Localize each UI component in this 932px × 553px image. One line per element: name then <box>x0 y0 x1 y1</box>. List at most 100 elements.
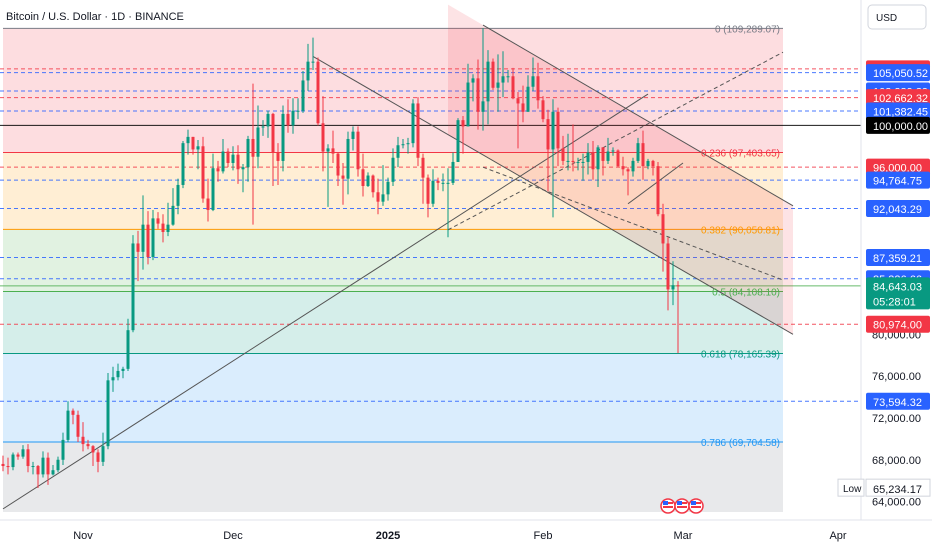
candle[interactable] <box>606 137 610 165</box>
candle[interactable] <box>101 432 105 467</box>
candle[interactable] <box>596 145 600 188</box>
candle[interactable] <box>246 135 250 182</box>
candle[interactable] <box>96 449 100 473</box>
candle[interactable] <box>676 281 680 354</box>
candle[interactable] <box>301 71 305 113</box>
candle[interactable] <box>636 137 640 164</box>
candle[interactable] <box>586 143 590 175</box>
candle[interactable] <box>116 363 120 381</box>
candle[interactable] <box>476 59 480 130</box>
candle[interactable] <box>81 422 85 452</box>
candle[interactable] <box>166 202 170 237</box>
candle[interactable] <box>431 169 435 207</box>
candle[interactable] <box>356 126 360 177</box>
us-flag-icon[interactable] <box>688 498 704 514</box>
candle[interactable] <box>226 148 230 168</box>
candle[interactable] <box>291 98 295 134</box>
candle[interactable] <box>391 148 395 186</box>
candle[interactable] <box>501 51 505 98</box>
candle[interactable] <box>46 452 50 485</box>
candle[interactable] <box>211 153 215 212</box>
candle[interactable] <box>641 130 645 180</box>
candle[interactable] <box>421 153 425 204</box>
candle[interactable] <box>651 159 655 176</box>
candle[interactable] <box>486 50 490 125</box>
candle[interactable] <box>136 230 140 282</box>
candle[interactable] <box>221 138 225 174</box>
candle[interactable] <box>131 235 135 333</box>
candle[interactable] <box>581 153 585 181</box>
candle[interactable] <box>436 177 440 191</box>
economic-events[interactable] <box>660 498 704 514</box>
candle[interactable] <box>241 164 245 193</box>
candle[interactable] <box>461 115 465 154</box>
candle[interactable] <box>531 57 535 91</box>
candle[interactable] <box>456 118 460 162</box>
candle[interactable] <box>251 83 255 225</box>
trendline[interactable] <box>627 162 684 205</box>
time-tick-label[interactable]: Mar <box>674 530 693 542</box>
candle[interactable] <box>201 136 205 203</box>
candle[interactable] <box>61 432 65 465</box>
candle[interactable] <box>516 91 520 149</box>
candle[interactable] <box>601 147 605 176</box>
candle[interactable] <box>646 158 650 170</box>
candle[interactable] <box>176 178 180 215</box>
candle[interactable] <box>281 105 285 172</box>
candle[interactable] <box>656 161 660 217</box>
channel-upper-line[interactable] <box>482 24 794 207</box>
candle[interactable] <box>331 130 335 164</box>
candle[interactable] <box>191 136 195 155</box>
candle[interactable] <box>451 152 455 185</box>
candle[interactable] <box>491 58 495 90</box>
candle[interactable] <box>546 109 550 192</box>
candle[interactable] <box>671 261 675 306</box>
candle[interactable] <box>376 178 380 215</box>
candle[interactable] <box>141 195 145 270</box>
candle[interactable] <box>311 37 315 71</box>
candle[interactable] <box>621 156 625 176</box>
time-tick-label[interactable]: Nov <box>73 530 93 542</box>
candle[interactable] <box>666 237 670 311</box>
candle[interactable] <box>56 456 60 473</box>
candle[interactable] <box>481 28 485 131</box>
candle[interactable] <box>551 99 555 218</box>
candle[interactable] <box>511 67 515 100</box>
candle[interactable] <box>396 136 400 168</box>
candle[interactable] <box>556 107 560 167</box>
candle[interactable] <box>36 464 40 488</box>
time-tick-label[interactable]: Dec <box>223 530 243 542</box>
candle[interactable] <box>106 373 110 450</box>
candle[interactable] <box>6 457 10 475</box>
candle[interactable] <box>26 444 30 473</box>
trendline[interactable] <box>447 51 784 231</box>
candle[interactable] <box>161 214 165 243</box>
candle[interactable] <box>91 445 95 467</box>
candle[interactable] <box>86 439 90 450</box>
candle[interactable] <box>616 149 620 168</box>
candle[interactable] <box>521 85 525 123</box>
candle[interactable] <box>16 452 20 460</box>
candle[interactable] <box>541 96 545 123</box>
candle[interactable] <box>296 98 300 120</box>
time-tick-label[interactable]: 2025 <box>376 530 400 542</box>
candle[interactable] <box>446 168 450 238</box>
candle[interactable] <box>321 96 325 172</box>
candle[interactable] <box>126 318 130 371</box>
candle[interactable] <box>271 112 275 186</box>
candle[interactable] <box>216 160 220 182</box>
candle[interactable] <box>206 178 210 222</box>
candle[interactable] <box>341 163 345 205</box>
candle[interactable] <box>71 408 75 425</box>
candle[interactable] <box>381 165 385 206</box>
candle[interactable] <box>401 138 405 149</box>
candle[interactable] <box>306 43 310 91</box>
candle[interactable] <box>186 129 190 155</box>
candle[interactable] <box>151 210 155 261</box>
candle[interactable] <box>76 410 80 442</box>
candle[interactable] <box>111 366 115 392</box>
candle[interactable] <box>361 153 365 197</box>
candle[interactable] <box>506 70 510 83</box>
candle[interactable] <box>256 105 260 169</box>
candle[interactable] <box>236 145 240 184</box>
